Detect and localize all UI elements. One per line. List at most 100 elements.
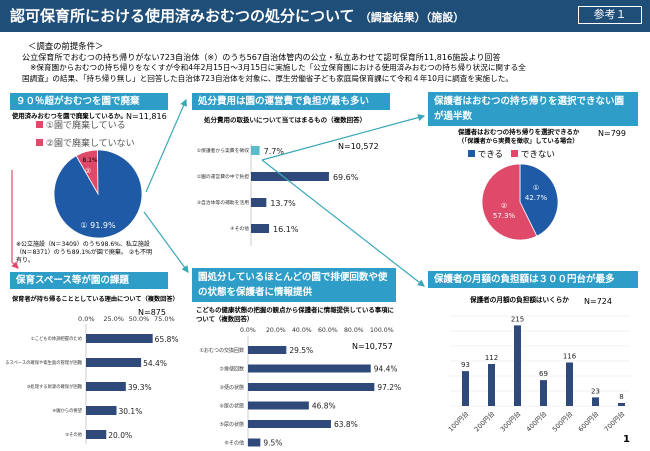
panel1-legend: ①園で廃棄している	[36, 121, 126, 131]
panel1-note3: 有り。	[16, 257, 34, 264]
panel4-bar	[86, 358, 142, 367]
panel5-bar	[248, 364, 371, 373]
pie3-label-1b: 42.7%	[525, 194, 548, 202]
panel3-banner: 保護者はおむつの持ち帰りを選択できない園が過半数	[428, 92, 638, 126]
page-number: 1	[623, 434, 630, 445]
panel5-bar	[248, 438, 261, 447]
panel4-bar	[86, 334, 153, 343]
panel4-value-label: 20.0%	[108, 431, 132, 440]
panel2-category-label: ③自治体等の補助を活用	[197, 199, 249, 206]
panel1-legend-2: ②園で廃棄していない	[36, 139, 135, 149]
panel2-value-label: 7.7%	[264, 147, 285, 156]
panel2-bar	[251, 224, 270, 233]
legend-label-1: ①園で廃棄している	[45, 121, 126, 131]
pie1-label-2-num: ②	[85, 167, 91, 175]
panel6-value-label: 8	[619, 393, 623, 401]
panel2-value-label: 16.1%	[273, 225, 299, 234]
panel2-category-label: ①保護者から実費を徴収	[197, 147, 249, 154]
panel5-category-label: ②排便回数	[220, 366, 244, 373]
panel5-tick-label: 80.0%	[344, 327, 364, 334]
pie3-slice-cannot	[481, 163, 538, 241]
panel4-category-label: ⑤その他	[65, 431, 82, 438]
panel6-category-label: 600円台	[576, 409, 600, 433]
panel6-category-label: 700円台	[602, 409, 626, 433]
panel6-bar	[618, 403, 625, 406]
panel5-category-label: ⑤尿の状態	[220, 421, 244, 428]
legend-swatch-red-3	[511, 150, 519, 157]
panel4-category-label: ②保育するスペースの確保や衛生面の管理が困難	[6, 359, 83, 366]
panel1-banner: ９０％超がおむつを園で廃棄	[10, 93, 168, 110]
panel6-category-label: 500円台	[550, 409, 574, 433]
panel3-question1: 保護者はおむつの持ち帰りを選択できるか	[458, 128, 580, 136]
panel2-category-label: ④その他	[230, 225, 249, 232]
panel4-tick-label: 0.0%	[78, 315, 95, 323]
panel5-category-label: ①おむつの交換回数	[200, 347, 244, 354]
panel4-bar	[86, 406, 117, 415]
panel6-value-label: 93	[461, 361, 470, 369]
panel5-value-label: 63.8%	[334, 420, 358, 429]
panel5-bar	[248, 420, 331, 428]
pie1-label-2: 8.1%	[82, 157, 98, 164]
panel4-bar	[86, 382, 126, 391]
panel4-bar	[86, 430, 107, 439]
panel6-value-label: 112	[485, 354, 498, 362]
panel6-bar	[540, 380, 547, 406]
panel1-note2: （N＝8371）のうち89.1%が園で廃棄。 ②も不明	[16, 249, 153, 256]
panel2-bar	[251, 198, 267, 207]
panel5-category-label: ③便の状態	[220, 384, 244, 391]
panel2-value-label: 69.6%	[333, 173, 359, 182]
panel6-bar	[592, 397, 599, 406]
panel5-question2: ついて（複数回答）	[196, 315, 254, 323]
panel6-bar	[462, 371, 469, 406]
panel4-category-label: ①こどもの体調把握のため	[31, 335, 82, 342]
panel5-banner: 園処分しているほとんどの園で排便回数や使の状態を保護者に情報提供	[192, 268, 396, 302]
panel6-category-label: 200円台	[472, 409, 496, 433]
panel5-bar	[248, 346, 287, 354]
panel3-pie-chart: ① 42.7% ② 57.3%	[481, 163, 559, 241]
panel3-n: N=799	[598, 129, 626, 138]
pie3-label-1a: ①	[533, 184, 539, 192]
premise-line2: ※保育園からおむつの持ち帰りをなくすが令和4年2月15日～3月15日に実施した「…	[30, 63, 526, 72]
pie3-slice-can	[519, 163, 559, 237]
panel6-bar	[566, 362, 573, 406]
panel4-n: N=875	[138, 308, 166, 317]
panel6-category-label: 400円台	[524, 409, 548, 433]
panel1-pie-chart: ① 91.9% 8.1% ②	[53, 149, 143, 239]
panel2-bar	[251, 172, 329, 181]
panel5-tick-label: 100.0%	[370, 327, 394, 334]
panel4-question: 保育者が持ち帰ることとしている理由について（複数回答）	[12, 296, 179, 303]
panel4-category-label: ④園からの要望	[52, 407, 82, 414]
panel2-value-label: 13.7%	[270, 199, 296, 208]
panel5-tick-label: 0.0%	[240, 327, 256, 334]
panel5-tick-label: 60.0%	[318, 327, 338, 334]
panel6-bar	[514, 325, 521, 406]
panel6-category-label: 100円台	[446, 409, 470, 433]
premise-heading: ＜調査の前提条件＞	[28, 41, 104, 51]
panel4-value-label: 65.8%	[155, 335, 179, 344]
panel6-value-label: 116	[563, 353, 577, 361]
panel5-tick-label: 20.0%	[266, 327, 286, 334]
legend-label-can: できる	[477, 150, 504, 160]
title-sub: （調査結果）（施設）	[359, 11, 465, 24]
panel4-tick-label: 25.0%	[103, 315, 124, 323]
legend-label-cannot: できない	[520, 150, 555, 160]
panel6-value-label: 215	[511, 315, 524, 323]
panel6-bar	[488, 364, 495, 406]
pie3-label-2a: ②	[501, 202, 507, 210]
pie3-label-2b: 57.3%	[493, 212, 516, 220]
legend-swatch-red	[36, 121, 43, 128]
panel5-tick-label: 40.0%	[292, 327, 312, 334]
panel3-question2: （「保護者から実費を徴収」している場合）	[458, 138, 579, 145]
panel2-bar	[251, 146, 260, 155]
legend-swatch-red-2	[36, 139, 43, 146]
panel4-bar-chart: 0.0% 25.0% 50.0% 75.0% ①こどもの体調把握のため 65.8% ②保育…	[6, 315, 179, 444]
panel5-question1: こどもの健康状態の把握の観点から保護者に情報提供している事項に	[196, 306, 394, 314]
panel5-bar	[248, 383, 375, 391]
legend-swatch-blue	[468, 150, 475, 157]
panel4-banner: 保育スペース等が園の課題	[10, 272, 168, 289]
panel4-tick-label: 75.0%	[154, 315, 175, 323]
panel6-question: 保護者の月額の負担額はいくらか	[470, 296, 569, 304]
panel6-n: N=724	[584, 297, 612, 306]
panel5-bar-chart: 0.0% 20.0% 40.0% 60.0% 80.0% 100.0% ①おむつの交換回数…	[200, 327, 402, 448]
panel6-value-label: 23	[591, 387, 600, 395]
